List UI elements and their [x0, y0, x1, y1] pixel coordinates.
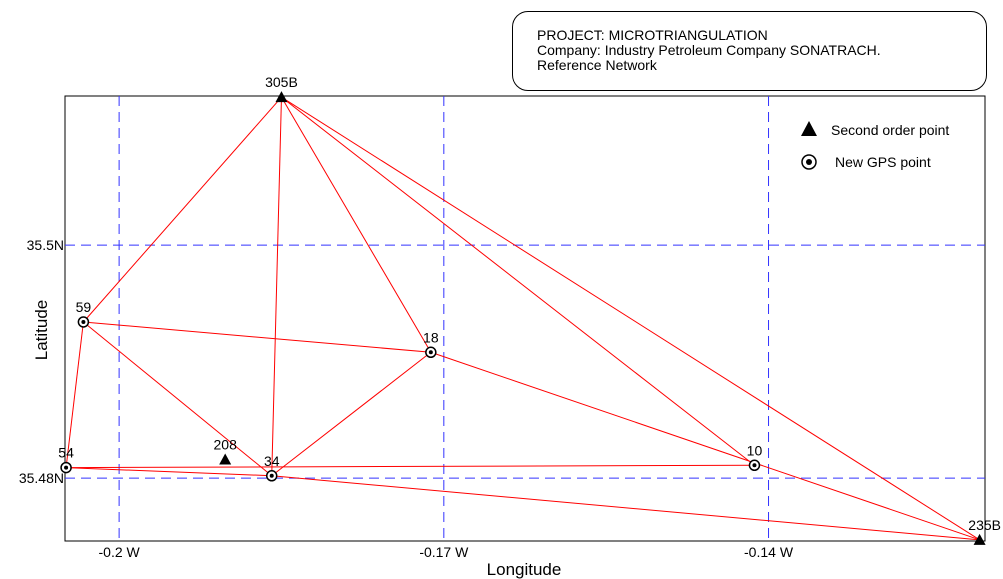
point-208-triangle-icon: [219, 453, 232, 465]
edge-305B-18: [281, 96, 432, 353]
tick-labels: -0.2 W -0.17 W -0.14 W 35.5N 35.48N: [19, 237, 794, 560]
x-tick-label: -0.2 W: [99, 544, 141, 560]
point-label-18: 18: [423, 329, 439, 345]
point-label-10: 10: [747, 442, 763, 458]
point-label-34: 34: [264, 453, 280, 469]
point-label-305B: 305B: [265, 74, 298, 90]
point-54-target-icon: [60, 461, 72, 474]
edge-34-235B: [271, 475, 980, 541]
plot-frame: [64, 95, 986, 542]
edge-18-34: [271, 351, 432, 477]
point-59-target-icon: [77, 316, 90, 328]
point-18-target-icon: [425, 346, 437, 359]
triangle-icon: [801, 121, 817, 136]
edge-54-34: [66, 467, 272, 477]
legend: Second order point New GPS point: [801, 121, 949, 170]
edge-18-235B: [430, 351, 980, 541]
network-points: [60, 91, 986, 545]
project-info-box: PROJECT: MICROTRIANGULATION Company: Ind…: [512, 11, 987, 91]
edge-305B-59: [83, 96, 282, 323]
x-tick-label: -0.14 W: [744, 544, 794, 560]
edge-59-18: [83, 321, 431, 353]
point-label-54: 54: [58, 445, 74, 461]
point-235B-triangle-icon: [973, 533, 986, 545]
project-company: Company: Industry Petroleum Company SONA…: [537, 42, 881, 58]
y-axis-label: Latitude: [32, 300, 51, 361]
network-edges: [65, 96, 980, 541]
edge-54-10: [66, 464, 755, 469]
grid-lines: [65, 96, 985, 541]
point-label-208: 208: [214, 436, 238, 452]
edge-305B-34: [271, 97, 282, 476]
point-10-target-icon: [748, 459, 761, 472]
point-34-target-icon: [265, 470, 278, 482]
edge-305B-235B: [281, 96, 980, 541]
edge-305B-10: [281, 96, 755, 466]
legend-second-order: Second order point: [831, 122, 949, 138]
y-tick-label: 35.5N: [27, 237, 64, 253]
point-labels: 305B 235B 208 59 18 54 34 10: [58, 74, 1001, 533]
project-network: Reference Network: [537, 57, 657, 73]
target-icon: [801, 154, 817, 170]
edge-59-54: [65, 321, 84, 468]
edge-59-34: [83, 321, 273, 477]
point-label-59: 59: [76, 299, 92, 315]
y-tick-label: 35.48N: [19, 470, 64, 486]
point-305B-triangle-icon: [275, 91, 288, 103]
x-tick-label: -0.17 W: [419, 544, 469, 560]
x-axis-label: Longitude: [487, 560, 562, 579]
project-title: PROJECT: MICROTRIANGULATION: [537, 27, 768, 43]
legend-new-gps: New GPS point: [835, 154, 931, 170]
point-label-235B: 235B: [968, 517, 1001, 533]
